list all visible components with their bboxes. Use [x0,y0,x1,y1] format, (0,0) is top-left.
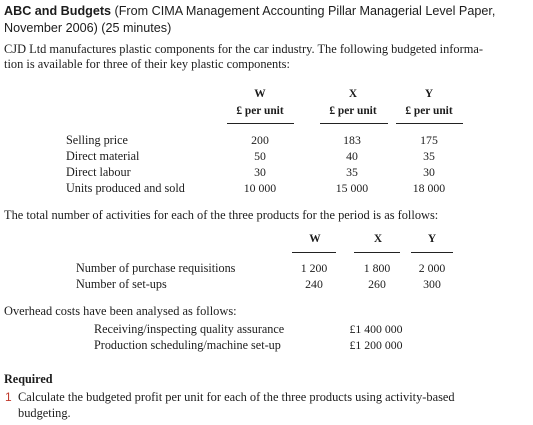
table1-row-label: Direct material [66,149,140,163]
activities-intro: The total number of activities for each … [4,208,439,222]
table2-cell: 2 000 [418,261,446,275]
table1-col-w-header: W [254,88,266,100]
question-text-line-2: budgeting. [18,406,71,420]
table1-cell: 183 [343,133,361,147]
table1-cell: 30 [423,165,435,179]
overhead-value: £1 200 000 [349,338,403,352]
table2-cell: 1 200 [300,261,328,275]
table1-col-x-unit: £ per unit [329,105,377,117]
table1-cell: 18 000 [412,181,446,195]
table1-col-y-rule [396,123,463,124]
overhead-label: Receiving/inspecting quality assurance [94,322,285,336]
table2-cell: 240 [305,277,323,291]
table2-col-w-header: W [309,233,321,245]
table1-cell: 50 [254,149,266,163]
table1-cell: 15 000 [335,181,369,195]
table1-col-w-rule [227,123,294,124]
question-number: 1 [5,390,12,404]
overhead-value: £1 400 000 [349,322,403,336]
table1-col-y-header: Y [424,88,434,100]
table2-row-label: Number of set-ups [76,277,167,291]
table1-col-w-unit: £ per unit [236,105,284,117]
exercise-title-line2: November 2006) (25 minutes) [4,21,172,35]
table1-col-y-unit: £ per unit [405,105,453,117]
table1-col-x-header: X [348,88,358,100]
table1-row-label: Selling price [66,133,128,147]
table2-col-y-rule [411,252,453,253]
table1-cell: 40 [346,149,358,163]
table2-cell: 260 [368,277,386,291]
table2-col-x-rule [354,252,400,253]
intro-line-1: CJD Ltd manufactures plastic components … [4,42,483,56]
table2-col-x-header: X [373,233,383,245]
table1-row-label: Direct labour [66,165,131,179]
table2-col-y-header: Y [427,233,437,245]
overhead-intro: Overhead costs have been analysed as fol… [4,304,237,318]
table1-cell: 175 [420,133,438,147]
intro-line-2: tion is available for three of their key… [4,57,290,71]
required-heading: Required [4,372,53,386]
table1-cell: 10 000 [243,181,277,195]
table1-cell: 35 [346,165,358,179]
overhead-label: Production scheduling/machine set-up [94,338,281,352]
table1-row-label: Units produced and sold [66,181,185,195]
table2-row-label: Number of purchase requisitions [76,261,236,275]
table1-cell: 200 [251,133,269,147]
exercise-title: ABC and Budgets (From CIMA Management Ac… [4,3,495,20]
exercise-title-source: (From CIMA Management Accounting Pillar … [111,4,496,18]
table1-cell: 35 [423,149,435,163]
table1-col-x-rule [320,123,388,124]
table2-cell: 1 800 [363,261,391,275]
table2-cell: 300 [423,277,441,291]
question-text-line-1: Calculate the budgeted profit per unit f… [18,390,455,404]
table2-col-w-rule [292,252,336,253]
table1-cell: 30 [254,165,266,179]
exercise-title-bold: ABC and Budgets [4,4,112,18]
